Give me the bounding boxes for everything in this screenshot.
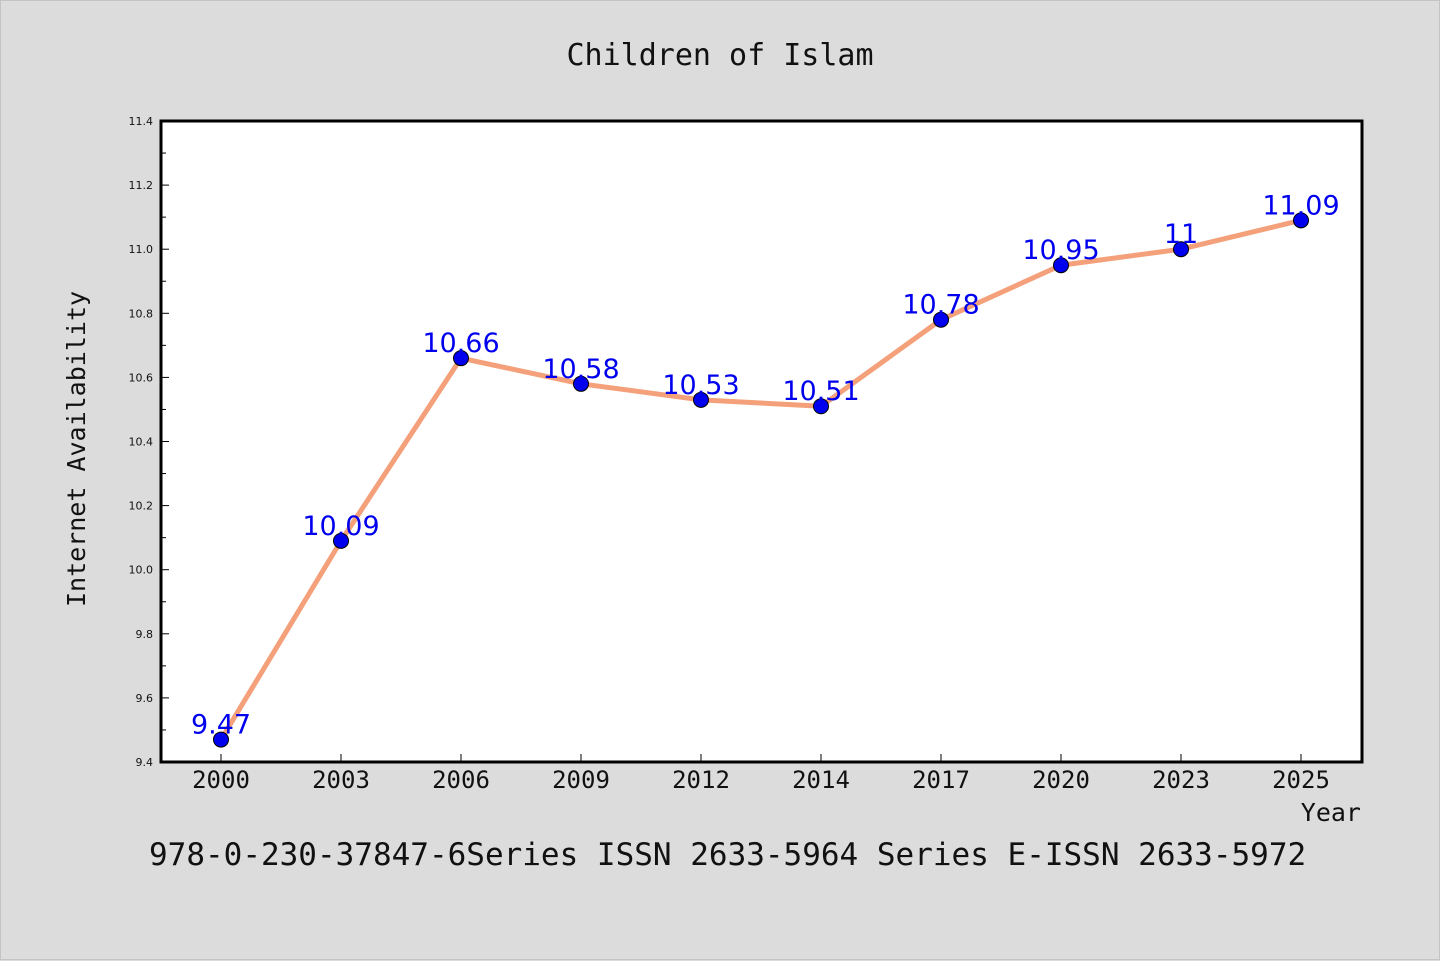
y-tick-label: 10.0 xyxy=(129,564,154,577)
x-tick-label: 2023 xyxy=(1152,766,1210,794)
data-label: 10.95 xyxy=(1022,235,1099,266)
x-tick-label: 2014 xyxy=(792,766,850,794)
x-axis: 2000 2003 2006 2009 2012 2014 2017 2020 2023 2025 xyxy=(192,754,1330,794)
data-point xyxy=(1053,257,1069,274)
data-point xyxy=(333,532,349,549)
data-label: 10.58 xyxy=(542,354,619,385)
y-tick-label: 10.6 xyxy=(129,371,154,384)
y-tick-label: 11.4 xyxy=(129,115,154,128)
data-label: 10.66 xyxy=(422,328,499,359)
y-tick-label: 10.2 xyxy=(129,500,154,513)
x-tick-label: 2017 xyxy=(912,766,970,794)
y-tick-label: 11.2 xyxy=(129,179,154,192)
y-axis: 9.4 9.6 9.8 10.0 10.2 10.4 10.6 10.8 11.0 11.2 11.… xyxy=(129,115,169,769)
data-label: 11 xyxy=(1164,219,1198,250)
data-point xyxy=(813,398,829,415)
chart-title: Children of Islam xyxy=(566,38,873,73)
data-point xyxy=(213,731,229,748)
data-point xyxy=(693,391,709,408)
x-tick-label: 2003 xyxy=(312,766,370,794)
data-point xyxy=(1293,212,1309,229)
data-label: 10.09 xyxy=(302,511,379,542)
isbn-caption: 978-0-230-37847-6Series ISSN 2633-5964 S… xyxy=(149,837,1306,873)
plot-area xyxy=(159,119,1364,764)
data-point xyxy=(453,350,469,367)
data-label: 10.78 xyxy=(902,290,979,321)
y-tick-label: 9.8 xyxy=(136,628,154,641)
y-tick-label: 10.8 xyxy=(129,307,154,320)
data-point xyxy=(1173,241,1189,258)
data-labels: 9.47 10.09 10.66 10.58 10.53 10.51 10.78 10.95 1… xyxy=(191,190,1340,740)
x-tick-label: 2006 xyxy=(432,766,490,794)
data-label: 10.51 xyxy=(782,376,859,407)
data-series xyxy=(213,212,1309,748)
data-label: 10.53 xyxy=(662,370,739,401)
x-tick-label: 2020 xyxy=(1032,766,1090,794)
data-label: 11.09 xyxy=(1262,190,1339,221)
y-tick-label: 9.6 xyxy=(136,692,154,705)
data-point xyxy=(573,375,589,392)
y-tick-label: 9.4 xyxy=(136,756,154,769)
y-axis-label: Internet Availability xyxy=(62,291,91,607)
x-tick-label: 2012 xyxy=(672,766,730,794)
series-line xyxy=(218,217,1304,743)
x-axis-label: Year xyxy=(1301,798,1361,827)
y-tick-label: 10.4 xyxy=(129,436,154,449)
x-tick-label: 2000 xyxy=(192,766,250,794)
y-tick-label: 11.0 xyxy=(129,243,154,256)
data-point xyxy=(933,311,949,328)
data-label: 9.47 xyxy=(191,710,251,741)
x-tick-label: 2009 xyxy=(552,766,610,794)
x-tick-label: 2025 xyxy=(1272,766,1330,794)
